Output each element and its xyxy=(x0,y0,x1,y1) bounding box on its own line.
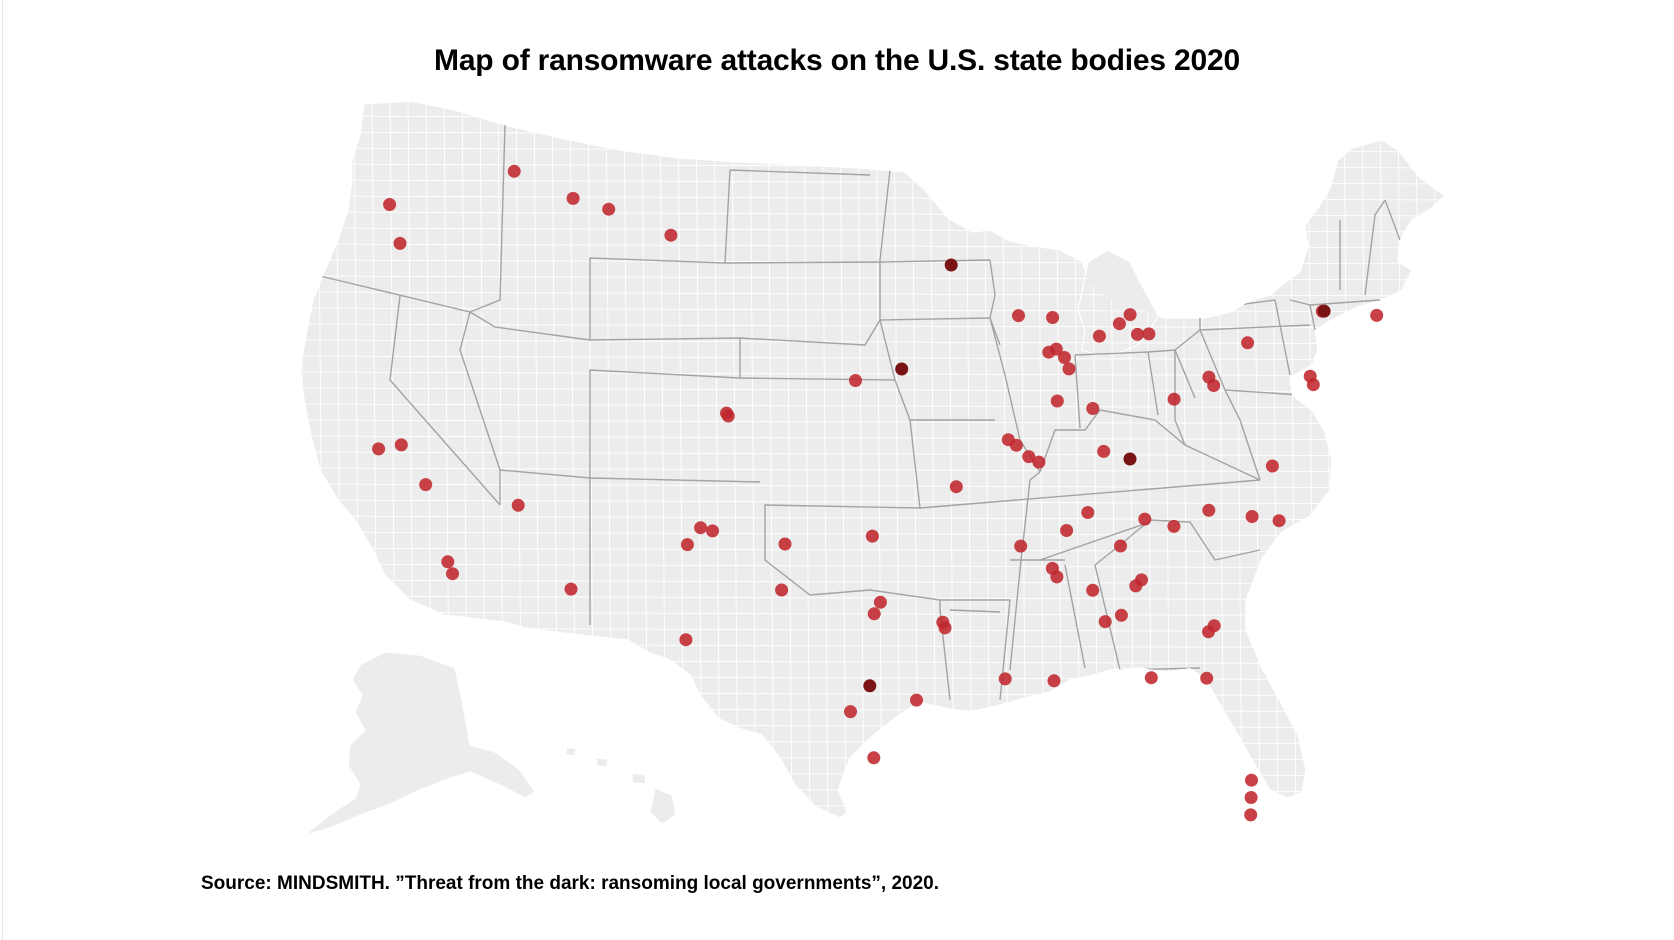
attack-marker xyxy=(383,198,397,211)
attack-marker xyxy=(867,751,881,765)
frame-border xyxy=(2,0,3,940)
hawaii-maui xyxy=(631,772,647,785)
attack-marker xyxy=(1047,674,1061,688)
state-border-lines xyxy=(319,124,1401,701)
attack-marker xyxy=(393,236,407,250)
attack-marker xyxy=(441,555,455,569)
attack-marker xyxy=(1142,327,1156,341)
attack-marker xyxy=(1112,317,1126,331)
attack-marker xyxy=(1098,615,1112,629)
attack-marker xyxy=(1058,351,1071,364)
attack-marker xyxy=(564,582,578,596)
attack-marker xyxy=(895,362,909,376)
attack-marker xyxy=(1062,362,1076,376)
attack-marker xyxy=(1202,503,1216,517)
attack-marker xyxy=(1272,514,1286,528)
attack-marker xyxy=(1200,671,1214,685)
attack-marker xyxy=(1014,539,1028,553)
attack-marker xyxy=(680,538,694,552)
attack-marker xyxy=(1097,444,1111,458)
attack-marker xyxy=(1086,402,1100,415)
attack-marker xyxy=(1123,452,1137,466)
attack-marker xyxy=(566,191,580,205)
attack-marker xyxy=(1114,608,1128,622)
attack-marker xyxy=(1317,304,1331,318)
attack-marker xyxy=(1244,791,1258,804)
attack-marker xyxy=(679,633,693,647)
attack-marker xyxy=(938,621,952,635)
attack-marker xyxy=(1303,369,1317,383)
attack-marker xyxy=(1370,308,1384,322)
attack-marker xyxy=(867,607,881,621)
attack-marker xyxy=(394,438,408,452)
attack-marker xyxy=(910,693,923,707)
alaska-landmass xyxy=(304,651,536,836)
attack-marker xyxy=(1022,450,1036,464)
attack-marker xyxy=(446,567,459,581)
attack-marker xyxy=(1060,524,1074,537)
attack-marker xyxy=(844,705,857,719)
attack-marker xyxy=(998,672,1012,686)
attack-marker xyxy=(1202,370,1216,384)
attack-marker xyxy=(1265,459,1279,473)
hawaii-kauai xyxy=(565,747,577,757)
map-title: Map of ransomware attacks on the U.S. st… xyxy=(434,44,1240,77)
attack-marker xyxy=(1086,583,1100,597)
attack-marker xyxy=(1081,506,1095,519)
attack-marker xyxy=(507,164,521,178)
source-note: Source: MINDSMITH. ”Threat from the dark… xyxy=(201,873,939,894)
attack-marker xyxy=(1202,625,1215,639)
attack-marker xyxy=(778,537,792,551)
attack-marker xyxy=(1050,394,1064,408)
attack-marker xyxy=(865,529,879,543)
attack-marker xyxy=(1144,671,1158,685)
attack-marker xyxy=(1032,455,1046,469)
attack-marker xyxy=(863,679,877,693)
contiguous-us-landmass xyxy=(299,100,1446,819)
attack-marker xyxy=(721,409,735,423)
marker-layer xyxy=(372,164,1384,822)
attack-marker xyxy=(706,524,719,538)
attack-marker xyxy=(775,583,789,597)
attack-marker xyxy=(1245,773,1258,787)
attack-marker xyxy=(1241,336,1255,350)
attack-marker xyxy=(372,442,386,456)
attack-marker xyxy=(602,202,616,216)
attack-marker xyxy=(1049,342,1063,356)
attack-marker xyxy=(664,228,678,242)
hawaii-big-island xyxy=(649,787,677,825)
attack-marker xyxy=(1092,329,1106,343)
attack-marker xyxy=(1167,519,1181,533)
attack-marker xyxy=(1123,308,1137,322)
attack-marker xyxy=(1046,311,1060,324)
attack-marker xyxy=(849,374,862,387)
attack-marker xyxy=(1129,579,1143,593)
attack-marker xyxy=(419,478,433,492)
attack-marker xyxy=(1050,570,1064,584)
attack-marker xyxy=(1167,392,1181,406)
attack-marker xyxy=(1138,512,1152,526)
attack-marker xyxy=(1131,327,1144,341)
attack-marker xyxy=(949,480,963,494)
attack-marker xyxy=(1244,808,1258,822)
attack-marker xyxy=(511,498,525,512)
attack-marker xyxy=(1114,539,1127,553)
attack-marker xyxy=(1245,510,1259,523)
attack-marker xyxy=(1009,438,1023,452)
state-borders xyxy=(319,124,1401,701)
attack-marker xyxy=(1012,309,1025,323)
land-layer xyxy=(299,100,1446,836)
attack-marker xyxy=(873,595,887,609)
attack-marker xyxy=(694,521,708,535)
attack-marker xyxy=(944,258,958,272)
hawaii-oahu xyxy=(595,757,609,768)
